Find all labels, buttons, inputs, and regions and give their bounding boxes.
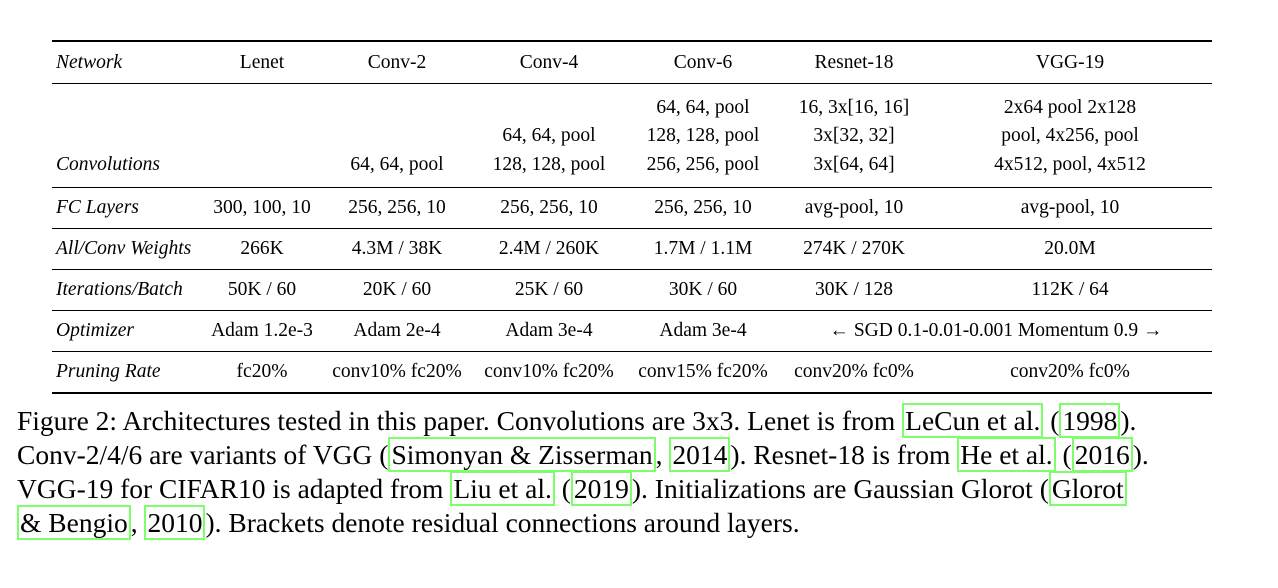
row-label-fc-layers: FC Layers [56,197,139,218]
cell-line: 3x[32, 32] [813,125,895,146]
table-cell: conv15% fc20% [638,361,768,382]
table-cell: 30K / 60 [668,279,738,300]
table-cell: conv20% fc0% [794,361,914,382]
header-conv2: Conv-2 [367,51,427,73]
table-cell: avg-pool, 10 [1020,197,1120,218]
weights-row: All/Conv Weights 266K 4.3M / 38K 2.4M / … [52,229,1212,270]
optimizer-sgd-span-cell: ← SGD 0.1-0.01-0.001 Momentum 0.9 → [829,320,1163,341]
table-cell: 256, 256, 10 [500,197,598,218]
row-label-pruning-rate: Pruning Rate [56,361,161,382]
header-resnet18: Resnet-18 [814,51,894,73]
cell-conv-lenet [202,84,322,188]
table-cell: 256, 256, 10 [348,197,446,218]
fc-layers-row: FC Layers 300, 100, 10 256, 256, 10 256,… [52,188,1212,229]
table-cell: 300, 100, 10 [213,197,311,218]
cell-conv-resnet18: 16, 3x[16, 16] 3x[32, 32] 3x[64, 64] [780,84,928,188]
caption-text: , [655,439,670,470]
caption-text: Conv-2/4/6 are variants of VGG ( [17,439,389,470]
cell-conv-vgg19: 2x64 pool 2x128 pool, 4x256, pool 4x512,… [928,84,1212,188]
caption-text: ( [1043,405,1060,436]
table-cell: 50K / 60 [227,279,297,300]
architecture-table-container: Network Lenet Conv-2 Conv-4 Conv-6 Resne… [52,40,1212,394]
figure-caption: Figure 2: Architectures tested in this p… [17,403,1267,540]
row-label-iterations: Iterations/Batch [56,279,183,300]
row-label-weights: All/Conv Weights [56,238,192,259]
table-cell: 112K / 64 [1031,279,1109,300]
caption-text: VGG-19 for CIFAR10 is adapted from [17,473,451,504]
citation-link-simonyan[interactable]: Simonyan & Zisserman [388,437,656,472]
cell-line: 64, 64, pool [350,153,444,175]
iterations-row: Iterations/Batch 50K / 60 20K / 60 25K /… [52,270,1212,311]
table-cell: Adam 1.2e-3 [211,320,313,341]
cell-line: 256, 256, pool [646,153,760,175]
header-conv4: Conv-4 [519,51,579,73]
table-cell: 20K / 60 [362,279,432,300]
caption-text: ). [1132,439,1149,470]
caption-text: ( [1055,439,1072,470]
caption-text: ). [1120,405,1137,436]
row-label-convolutions: Convolutions [56,153,161,175]
cell-line: 16, 3x[16, 16] [798,96,910,118]
cell-line: 2x64 pool 2x128 [1003,96,1137,118]
cell-line: 64, 64, pool [656,96,750,118]
caption-text: ). Initializations are Gaussian Glorot ( [631,473,1049,504]
citation-year-link-2019[interactable]: 2019 [570,471,632,506]
cell-line: 64, 64, pool [502,125,596,146]
table-cell: Adam 3e-4 [659,320,747,341]
citation-year-link-2016[interactable]: 2016 [1071,437,1133,472]
header-conv6: Conv-6 [673,51,733,73]
cell-conv-conv4: 64, 64, pool 128, 128, pool [472,84,626,188]
table-cell: 256, 256, 10 [654,197,752,218]
cell-line: 4x512, pool, 4x512 [994,153,1146,175]
cell-line: 128, 128, pool [646,125,760,146]
table-cell: avg-pool, 10 [804,197,904,218]
caption-text: ( [554,473,571,504]
citation-link-liu[interactable]: Liu et al. [450,471,555,506]
table-header-row: Network Lenet Conv-2 Conv-4 Conv-6 Resne… [52,41,1212,84]
citation-link-he[interactable]: He et al. [957,437,1056,472]
row-label-optimizer: Optimizer [56,320,134,341]
caption-text: ). Brackets denote residual connections … [205,507,800,538]
citation-year-link-1998[interactable]: 1998 [1059,403,1121,438]
citation-link-glorot[interactable]: Glorot [1048,471,1127,506]
convolutions-row: Convolutions 64, 64, pool 64, 64, pool 1… [52,84,1212,188]
table-cell: conv20% fc0% [1010,361,1130,382]
header-network: Network [56,51,123,73]
table-cell: 266K [240,238,284,259]
table-cell: conv10% fc20% [484,361,614,382]
citation-link-lecun[interactable]: LeCun et al. [902,403,1044,438]
caption-text: Figure 2: Architectures tested in this p… [17,405,903,436]
table-cell: 2.4M / 260K [498,238,600,259]
table-cell: fc20% [236,361,288,382]
table-cell: 274K / 270K [803,238,905,259]
table-cell: 30K / 128 [815,279,893,300]
architecture-table: Network Lenet Conv-2 Conv-4 Conv-6 Resne… [52,40,1212,394]
optimizer-row: Optimizer Adam 1.2e-3 Adam 2e-4 Adam 3e-… [52,311,1212,352]
table-cell: Adam 2e-4 [353,320,441,341]
table-cell: 1.7M / 1.1M [653,238,753,259]
table-cell: conv10% fc20% [332,361,462,382]
table-cell: Adam 3e-4 [505,320,593,341]
table-cell: 4.3M / 38K [351,238,443,259]
table-cell: 20.0M [1044,238,1096,259]
caption-text: , [130,507,145,538]
cell-line: 128, 128, pool [492,153,606,175]
citation-year-link-2010[interactable]: 2010 [144,505,206,540]
pruning-rate-row: Pruning Rate fc20% conv10% fc20% conv10%… [52,352,1212,393]
cell-conv-conv2: 64, 64, pool [322,84,472,188]
header-lenet: Lenet [239,51,285,73]
header-vgg19: VGG-19 [1035,51,1105,73]
cell-conv-conv6: 64, 64, pool 128, 128, pool 256, 256, po… [626,84,780,188]
cell-line: pool, 4x256, pool [1001,125,1139,146]
table-cell: 25K / 60 [514,279,584,300]
caption-text: ). Resnet-18 is from [730,439,958,470]
citation-year-link-2014[interactable]: 2014 [669,437,731,472]
citation-link-bengio[interactable]: & Bengio [17,505,131,540]
cell-line: 3x[64, 64] [813,153,895,175]
